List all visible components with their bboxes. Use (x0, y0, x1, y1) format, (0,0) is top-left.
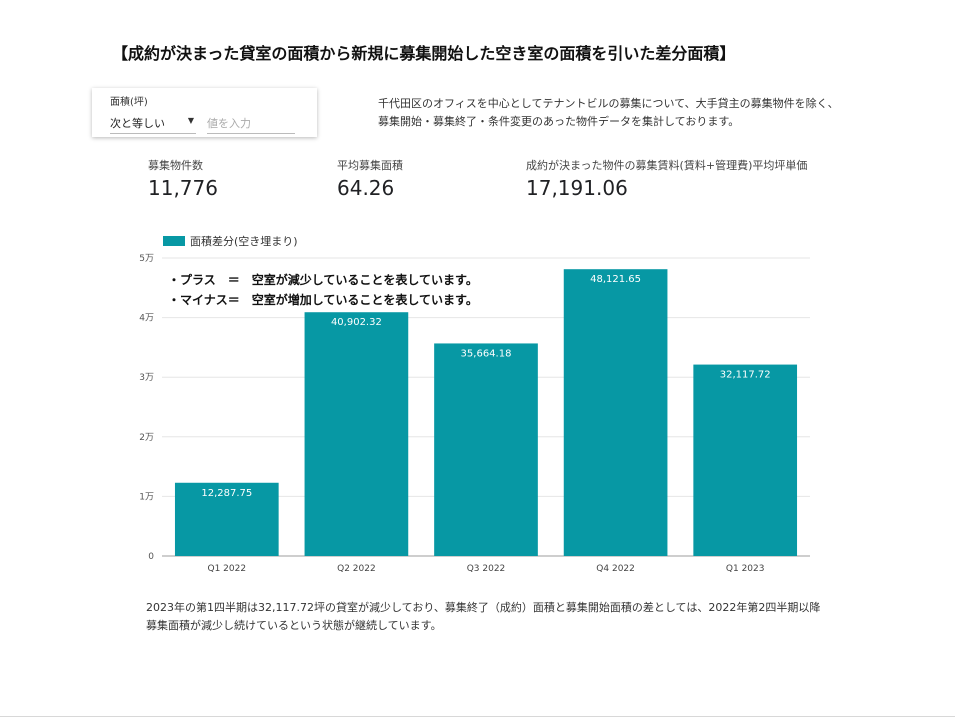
filter-operator-value: 次と等しい (110, 117, 165, 130)
description-line-1: 千代田区のオフィスを中心としてテナントビルの募集について、大手貸主の募集物件を除… (378, 97, 839, 110)
page-divider (0, 716, 955, 717)
footer-commentary: 2023年の第1四半期は32,117.72坪の貸室が減少しており、募集終了（成約… (146, 599, 820, 635)
bar (434, 343, 538, 556)
note-plus: ・プラス ＝ 空室が減少していることを表しています。 (168, 273, 478, 287)
kpi-value: 11,776 (148, 176, 218, 200)
bar (693, 364, 798, 556)
legend-label: 面積差分(空き埋まり) (190, 235, 298, 248)
x-tick-label: Q1 2022 (208, 564, 247, 574)
kpi-value: 17,191.06 (526, 176, 628, 200)
chart-notes: ・プラス ＝ 空室が減少していることを表しています。 ・マイナス＝ 空室が増加し… (168, 270, 478, 310)
y-tick-label: 5万 (139, 254, 154, 264)
x-tick-label: Q2 2022 (337, 564, 376, 574)
kpi-label: 募集物件数 (148, 159, 203, 172)
chart-legend: 面積差分(空き埋まり) (163, 233, 298, 249)
filter-label: 面積(坪) (110, 97, 148, 108)
kpi-label: 平均募集面積 (337, 159, 403, 172)
filter-value-input[interactable]: 値を入力 (207, 115, 295, 134)
area-filter-control: 面積(坪) 次と等しい ▼ 値を入力 (92, 88, 317, 137)
data-label: 35,664.18 (461, 348, 512, 359)
filter-operator-select[interactable]: 次と等しい ▼ (110, 115, 196, 134)
data-label: 48,121.65 (590, 274, 641, 285)
page-title: 【成約が決まった貸室の面積から新規に募集開始した空き室の面積を引いた差分面積】 (112, 44, 736, 63)
legend-swatch (163, 236, 185, 246)
data-label: 32,117.72 (720, 370, 771, 381)
description-text: 千代田区のオフィスを中心としてテナントビルの募集について、大手貸主の募集物件を除… (378, 95, 839, 131)
kpi-listing-count: 募集物件数 11,776 (148, 157, 218, 200)
data-label: 40,902.32 (331, 317, 382, 328)
y-tick-label: 3万 (139, 373, 154, 383)
kpi-average-area: 平均募集面積 64.26 (337, 157, 403, 200)
bar (174, 482, 279, 556)
x-tick-label: Q3 2022 (467, 564, 506, 574)
kpi-value: 64.26 (337, 176, 395, 200)
data-label: 12,287.75 (201, 488, 252, 499)
bar (563, 269, 668, 556)
kpi-average-rent: 成約が決まった物件の募集賃料(賃料+管理費)平均坪単価 17,191.06 (526, 157, 807, 200)
x-tick-label: Q4 2022 (596, 564, 635, 574)
note-minus: ・マイナス＝ 空室が増加していることを表しています。 (168, 293, 478, 307)
description-line-2: 募集開始・募集終了・条件変更のあった物件データを集計しております。 (378, 115, 740, 128)
filter-value-placeholder: 値を入力 (207, 117, 251, 130)
kpi-label: 成約が決まった物件の募集賃料(賃料+管理費)平均坪単価 (526, 159, 808, 172)
y-tick-label: 2万 (139, 433, 154, 443)
y-tick-label: 1万 (139, 492, 154, 502)
x-tick-label: Q1 2023 (726, 564, 765, 574)
y-tick-label: 0 (148, 552, 154, 562)
dropdown-caret-icon: ▼ (187, 116, 194, 125)
footer-line-2: 募集面積が減少し続けているという状態が継続しています。 (146, 619, 442, 632)
y-tick-label: 4万 (139, 314, 154, 324)
bar (304, 312, 409, 556)
footer-line-1: 2023年の第1四半期は32,117.72坪の貸室が減少しており、募集終了（成約… (146, 601, 821, 614)
